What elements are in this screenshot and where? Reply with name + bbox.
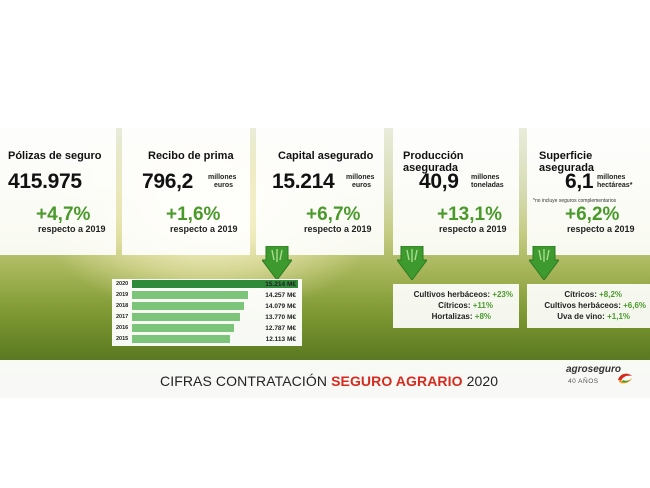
agroseguro-logo: agroseguro 40 AÑOS: [566, 364, 634, 394]
stat-change: +6,7%: [306, 204, 361, 225]
list-item: Cítricos: +11%: [438, 301, 493, 310]
list-item: Hortalizas: +8%: [431, 312, 491, 321]
stat-value: 40,9: [419, 170, 459, 193]
list-item: Cultivos herbáceos: +6,6%: [544, 301, 646, 310]
history-bar: [132, 302, 244, 310]
history-value: 15.214 M€: [265, 281, 296, 288]
logo-name: agroseguro: [566, 364, 622, 375]
stat-superficie: Superficie asegurada 6,1 millones hectáre…: [527, 128, 650, 255]
history-bar: [132, 313, 240, 321]
history-year: 2017: [116, 314, 129, 320]
stat-value: 415.975: [8, 170, 82, 193]
history-value: 14.257 M€: [265, 292, 296, 299]
history-bar: [132, 335, 230, 343]
stat-title: Producción asegurada: [403, 150, 464, 174]
stat-unit: millones euros: [208, 174, 237, 189]
stat-value: 6,1: [565, 170, 594, 193]
history-value: 14.079 M€: [265, 303, 296, 310]
stat-prima: Recibo de prima 796,2 millones euros +1,6…: [122, 128, 250, 255]
list-item: Uva de vino: +1,1%: [557, 312, 630, 321]
production-breakdown: Cultivos herbáceos: +23% Cítricos: +11% …: [393, 284, 519, 328]
footer-title: CIFRAS CONTRATACIÓN SEGURO AGRARIO 2020: [160, 373, 499, 389]
stat-unit: millones hectáreas*: [597, 174, 633, 189]
stat-compare: respecto a 2019: [304, 224, 372, 234]
stat-unit: millones toneladas: [471, 174, 504, 189]
stat-value: 15.214: [272, 170, 335, 193]
history-year: 2016: [116, 325, 129, 331]
list-item: Cultivos herbáceos: +23%: [413, 290, 513, 299]
stat-title: Capital asegurado: [278, 150, 374, 162]
history-year: 2015: [116, 336, 129, 342]
stat-change: +13,1%: [437, 204, 502, 225]
stat-compare: respecto a 2019: [170, 224, 238, 234]
history-value: 12.113 M€: [265, 336, 296, 343]
stat-compare: respecto a 2019: [567, 224, 635, 234]
history-year: 2019: [116, 292, 129, 298]
history-year: 2018: [116, 303, 129, 309]
stat-title: Recibo de prima: [148, 150, 234, 162]
down-arrow-icon: [397, 246, 427, 280]
stat-title: Pólizas de seguro: [8, 150, 102, 162]
down-arrow-icon: [262, 246, 292, 280]
stat-footnote: *no incluye seguros complementarios: [533, 198, 617, 204]
stat-title: Superficie asegurada: [539, 150, 595, 174]
capital-history: 2020 15.214 M€ 2019 14.257 M€ 2018 14.07…: [112, 279, 302, 346]
stat-compare: respecto a 2019: [38, 224, 106, 234]
history-bar: [132, 324, 234, 332]
stat-compare: respecto a 2019: [439, 224, 507, 234]
stat-capital: Capital asegurado 15.214 millones euros +…: [256, 128, 384, 255]
stat-change: +1,6%: [166, 204, 221, 225]
history-bar: [132, 280, 298, 288]
history-value: 13.770 M€: [265, 314, 296, 321]
footer-strip: CIFRAS CONTRATACIÓN SEGURO AGRARIO 2020: [0, 360, 650, 398]
stat-polizas: Pólizas de seguro 415.975 +4,7% respecto…: [0, 128, 116, 255]
list-item: Cítricos: +8,2%: [564, 290, 622, 299]
history-year: 2020: [116, 281, 129, 287]
down-arrow-icon: [529, 246, 559, 280]
logo-years: 40 AÑOS: [568, 378, 599, 385]
logo-swirl-icon: [618, 373, 632, 384]
field-background: Pólizas de seguro 415.975 +4,7% respecto…: [0, 128, 650, 398]
surface-breakdown: Cítricos: +8,2% Cultivos herbáceos: +6,6…: [527, 284, 650, 328]
stat-change: +6,2%: [565, 204, 620, 225]
history-value: 12.787 M€: [265, 325, 296, 332]
history-bar: [132, 291, 248, 299]
stat-change: +4,7%: [36, 204, 91, 225]
stat-unit: millones euros: [346, 174, 375, 189]
stat-produccion: Producción asegurada 40,9 millones tonela…: [393, 128, 519, 255]
stat-value: 796,2: [142, 170, 194, 193]
